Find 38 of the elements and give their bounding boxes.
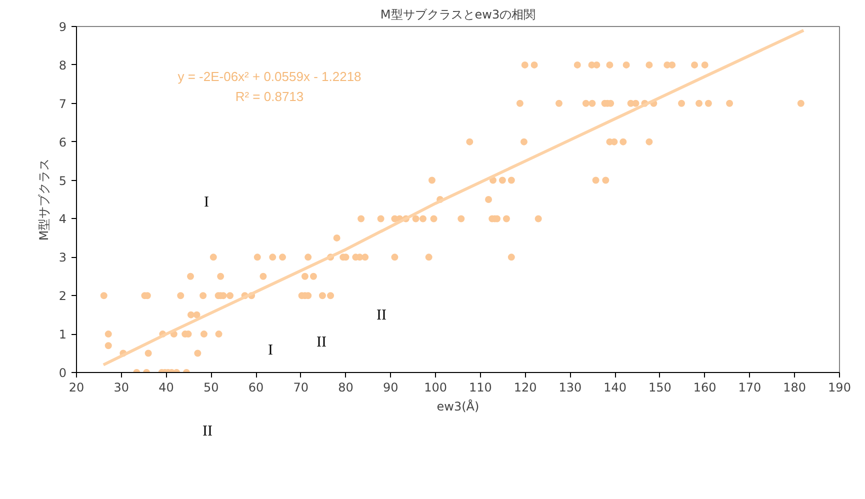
y-tick-label: 5 — [58, 174, 67, 188]
x-tick-label: 80 — [338, 380, 354, 394]
x-tick-label: 130 — [558, 380, 582, 394]
y-tick-label: 8 — [58, 58, 67, 72]
y-tick-label: 9 — [58, 20, 67, 34]
x-tick-label: 90 — [383, 380, 398, 394]
x-tick-label: 150 — [648, 380, 672, 394]
x-tick-label: 50 — [204, 380, 219, 394]
y-tick-label: 0 — [58, 366, 67, 380]
x-tick-label: 120 — [514, 380, 537, 394]
x-tick-label: 30 — [114, 380, 130, 394]
annotation: II — [376, 308, 387, 324]
annotation: I — [204, 194, 209, 210]
x-tick-label: 100 — [424, 380, 448, 394]
x-tick-label: 190 — [828, 380, 851, 394]
y-tick-label: 1 — [58, 328, 67, 342]
x-tick-label: 40 — [158, 380, 174, 394]
x-tick-label: 70 — [293, 380, 309, 394]
annotation: y = -2E-06x² + 0.0559x - 1.2218 — [178, 69, 362, 84]
x-axis-title: ew3(Å) — [436, 398, 480, 414]
x-tick-label: 110 — [468, 380, 492, 394]
y-tick-label: 2 — [58, 289, 67, 304]
annotation: R² = 0.8713 — [235, 89, 304, 104]
y-tick-label: 6 — [58, 135, 67, 150]
y-tick-label: 4 — [58, 212, 67, 226]
x-tick-label: 60 — [248, 380, 264, 394]
annotation: I — [268, 342, 273, 358]
x-tick-label: 20 — [68, 380, 84, 394]
annotation: II — [316, 334, 327, 350]
y-tick-label: 7 — [58, 96, 67, 111]
chart-title: M型サブクラスとew3の相関 — [380, 8, 536, 22]
y-axis-title: M型サブクラス — [36, 158, 51, 241]
x-tick-label: 160 — [693, 380, 716, 394]
x-tick-label: 180 — [783, 380, 806, 394]
text: II — [202, 424, 212, 440]
y-tick-label: 3 — [58, 250, 67, 265]
x-tick-label: 170 — [738, 380, 762, 394]
x-tick-label: 140 — [604, 380, 627, 394]
